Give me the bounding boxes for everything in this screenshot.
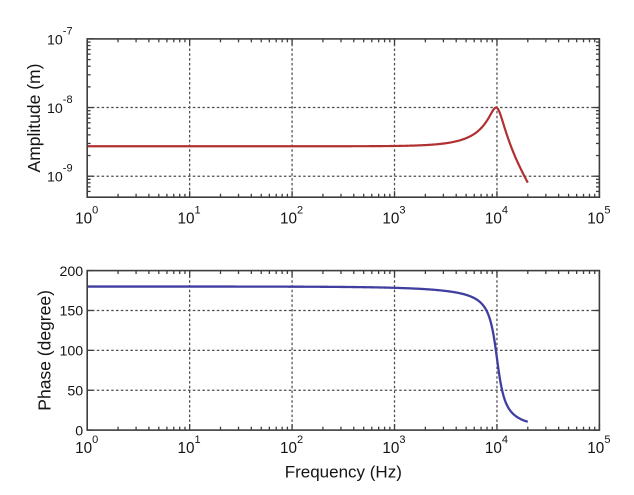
svg-text:Frequency (Hz): Frequency (Hz) — [285, 463, 402, 482]
svg-text:150: 150 — [60, 304, 84, 320]
svg-text:200: 200 — [60, 264, 84, 280]
svg-text:Amplitude (m): Amplitude (m) — [24, 64, 44, 173]
svg-text:0: 0 — [75, 423, 83, 439]
svg-text:Phase (degree): Phase (degree) — [35, 290, 55, 411]
svg-text:100: 100 — [60, 344, 84, 360]
svg-text:50: 50 — [67, 383, 83, 399]
